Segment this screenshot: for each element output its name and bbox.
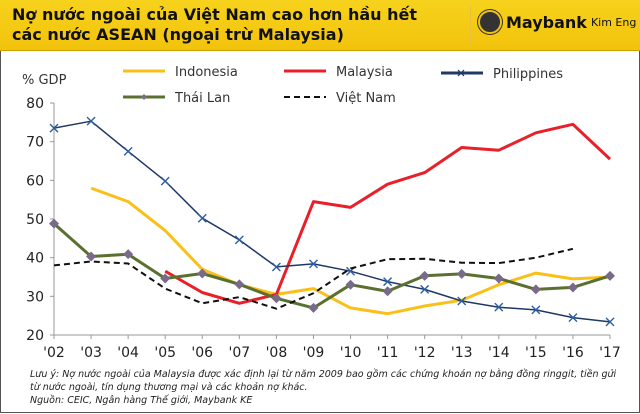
data-point-diamond — [197, 268, 208, 279]
data-point-diamond — [382, 286, 393, 297]
data-point-diamond — [419, 270, 430, 281]
data-point-diamond — [605, 270, 615, 281]
series-line-0 — [90, 186, 611, 316]
x-tick-label: '07 — [228, 345, 250, 361]
series-line-2 — [53, 120, 611, 323]
x-tick-label: '08 — [266, 345, 288, 361]
data-point-diamond — [456, 268, 467, 279]
series-line-4 — [53, 247, 574, 310]
x-tick-label: '15 — [525, 345, 547, 361]
x-tick-label: '11 — [377, 345, 399, 361]
x-tick-label: '17 — [599, 345, 621, 361]
legend-label-4: Việt Nam — [336, 91, 396, 106]
series-line-3 — [53, 222, 611, 310]
header: Nợ nước ngoài của Việt Nam cao hơn hầu h… — [0, 0, 640, 51]
y-tick-label: 70 — [26, 135, 44, 151]
y-tick-label: 30 — [26, 289, 44, 305]
data-point-x — [531, 305, 541, 315]
legend-label-1: Malaysia — [336, 65, 393, 80]
y-tick-label: 20 — [26, 328, 44, 344]
data-point-diamond — [530, 284, 541, 295]
data-point-x — [420, 284, 430, 294]
data-point-diamond — [308, 302, 319, 313]
y-tick-label: 50 — [26, 212, 44, 228]
data-point-diamond — [160, 273, 171, 284]
x-tick-label: '05 — [154, 345, 176, 361]
x-tick-label: '02 — [43, 345, 65, 361]
y-axis-label: % GDP — [22, 73, 67, 88]
data-point-x — [383, 277, 393, 287]
data-point-x — [197, 213, 207, 223]
x-tick-label: '06 — [191, 345, 213, 361]
tiger-logo-icon — [478, 10, 502, 34]
x-tick-label: '14 — [488, 345, 510, 361]
footnote: Lưu ý: Nợ nước ngoài của Malaysia được x… — [30, 368, 620, 407]
legend-marker-icon — [141, 94, 147, 100]
data-point-x — [271, 262, 281, 272]
source-text: Nguồn: CEIC, Ngân hàng Thế giới, Maybank… — [30, 395, 253, 406]
maybank-logo: Maybank Kim Eng — [478, 10, 636, 34]
legend-label-0: Indonesia — [175, 65, 238, 80]
series-line-1 — [164, 122, 612, 305]
brand-sub: Kim Eng — [590, 15, 637, 29]
data-point-diamond — [123, 249, 134, 260]
data-point-x — [308, 259, 318, 269]
legend-label-3: Thái Lan — [174, 91, 230, 106]
data-point-diamond — [345, 279, 356, 290]
data-point-x — [234, 235, 244, 245]
data-point-x — [86, 116, 96, 126]
data-point-x — [160, 176, 170, 186]
y-tick-label: 40 — [26, 251, 44, 267]
data-point-x — [457, 296, 467, 306]
y-tick-label: 60 — [26, 173, 44, 189]
legend-label-2: Philippines — [493, 67, 563, 82]
x-tick-label: '04 — [117, 345, 139, 361]
data-point-diamond — [567, 282, 578, 293]
data-point-x — [605, 317, 615, 327]
brand-name: Maybank — [506, 12, 587, 32]
y-tick-label: 80 — [26, 96, 44, 112]
data-point-x — [49, 123, 59, 133]
chart-title: Nợ nước ngoài của Việt Nam cao hơn hầu h… — [12, 5, 418, 44]
data-point-diamond — [49, 218, 59, 229]
data-point-diamond — [234, 279, 245, 290]
data-point-diamond — [493, 273, 504, 284]
x-tick-label: '03 — [80, 345, 102, 361]
x-tick-label: '16 — [562, 345, 584, 361]
data-point-diamond — [86, 251, 97, 262]
note-text: Lưu ý: Nợ nước ngoài của Malaysia được x… — [30, 369, 617, 393]
data-point-x — [494, 302, 504, 312]
data-point-x — [123, 146, 133, 156]
legend-marker-icon — [457, 69, 465, 77]
x-tick-label: '09 — [303, 345, 325, 361]
divider — [470, 6, 471, 44]
x-tick-label: '13 — [451, 345, 473, 361]
x-tick-label: '10 — [340, 345, 362, 361]
data-point-x — [568, 313, 578, 323]
data-point-diamond — [271, 293, 282, 304]
x-tick-label: '12 — [414, 345, 436, 361]
